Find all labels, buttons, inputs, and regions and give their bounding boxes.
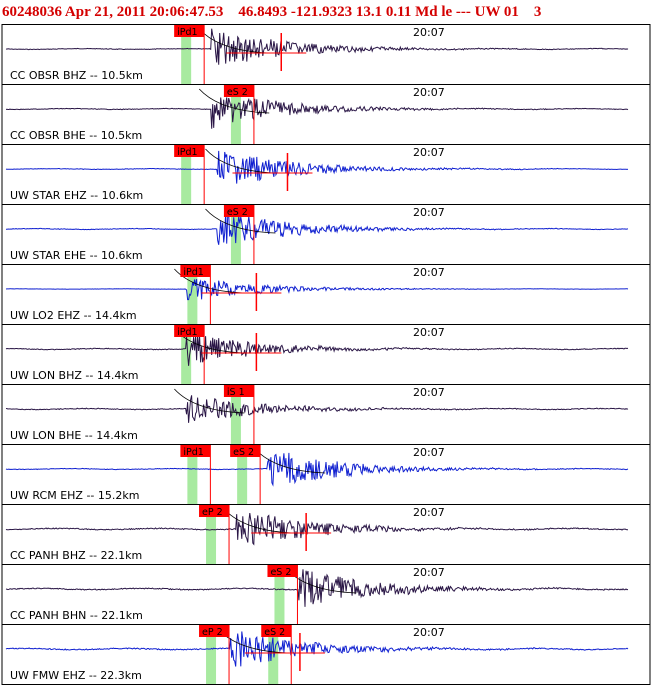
pick-window — [230, 85, 241, 144]
waveform-line — [5, 631, 629, 667]
coda-curve — [198, 88, 270, 114]
pick-window — [181, 25, 192, 84]
coda-curve — [174, 388, 245, 414]
pick-marker — [199, 505, 230, 517]
waveform-line — [5, 212, 629, 245]
time-tick-label: 20:07 — [413, 146, 445, 159]
time-tick-label: 20:07 — [413, 86, 445, 99]
coda-curve — [174, 268, 245, 294]
trace-label: CC OBSR BHE -- 10.5km — [10, 129, 142, 142]
trace-panel: eS 2 20:07 UW STAR EHE -- 10.6km — [1, 204, 651, 265]
pick-label: eS 2 — [270, 567, 291, 578]
pick-label: iPd1 — [177, 327, 197, 338]
pick-marker — [230, 445, 261, 457]
pick-label: iPd1 — [177, 147, 197, 158]
pick-marker — [174, 145, 205, 157]
pick-window — [230, 385, 241, 444]
waveform-line — [5, 395, 629, 423]
coda-curve — [205, 148, 276, 174]
trace-panel: iPd1 eS 2 20:07 UW RCM EHZ -- 15.2km — [1, 444, 651, 505]
trace-panel: iPd1 20:07 UW LON BHZ -- 14.4km — [1, 324, 651, 385]
pick-marker — [223, 385, 254, 397]
waveform-line — [5, 569, 629, 607]
pick-window — [206, 505, 217, 564]
time-tick-label: 20:07 — [413, 506, 445, 519]
time-tick-label: 20:07 — [413, 206, 445, 219]
trace-label: UW LON BHE -- 14.4km — [10, 429, 138, 442]
trace-label: UW LON BHZ -- 14.4km — [10, 369, 138, 382]
pick-marker — [223, 205, 254, 217]
time-tick-label: 20:07 — [413, 26, 445, 39]
pick-label: eP 2 — [202, 507, 223, 518]
pick-label: eS 2 — [227, 87, 248, 98]
waveform-line — [5, 97, 629, 129]
waveform-line — [5, 333, 629, 366]
time-tick-label: 20:07 — [413, 266, 445, 279]
pick-label: eS 2 — [264, 627, 285, 638]
pick-marker — [223, 85, 254, 97]
pick-label: iPd1 — [183, 447, 203, 458]
pick-label: eS 2 — [227, 207, 248, 218]
trace-label: UW FMW EHZ -- 22.3km — [10, 669, 142, 682]
pick-label: eP 2 — [202, 627, 223, 638]
trace-panel: eP 2 eS 2 20:07 UW FMW EHZ -- 22.3km — [1, 624, 651, 685]
trace-panel: iPd1 20:07 CC OBSR BHZ -- 10.5km — [1, 24, 651, 85]
pick-window — [187, 265, 198, 324]
trace-panel: eP 2 20:07 CC PANH BHZ -- 22.1km — [1, 504, 651, 565]
pick-marker — [267, 565, 298, 577]
trace-panel: eS 2 20:07 CC OBSR BHE -- 10.5km — [1, 84, 651, 145]
pick-window — [206, 625, 217, 684]
trace-panel: eS 2 20:07 CC PANH BHN -- 22.1km — [1, 564, 651, 625]
pick-marker — [174, 25, 205, 37]
pick-marker — [180, 445, 211, 457]
trace-label: UW LO2 EHZ -- 14.4km — [10, 309, 137, 322]
pick-label: iPd1 — [183, 267, 203, 278]
waveform-line — [5, 279, 629, 301]
trace-panel: iPd1 20:07 UW LO2 EHZ -- 14.4km — [1, 264, 651, 325]
trace-label: UW STAR EHZ -- 10.6km — [10, 189, 143, 202]
trace-label: UW RCM EHZ -- 15.2km — [10, 489, 139, 502]
trace-panel: iPd1 20:07 UW STAR EHZ -- 10.6km — [1, 144, 651, 205]
time-tick-label: 20:07 — [413, 326, 445, 339]
waveform-line — [5, 28, 629, 65]
pick-window — [181, 145, 192, 204]
waveform-line — [5, 452, 629, 487]
waveform-line — [5, 513, 628, 546]
pick-window — [181, 325, 192, 384]
trace-label: CC OBSR BHZ -- 10.5km — [10, 69, 143, 82]
pick-window — [268, 625, 279, 684]
pick-label: eS 2 — [233, 447, 254, 458]
time-tick-label: 20:07 — [413, 566, 445, 579]
trace-label: CC PANH BHZ -- 22.1km — [10, 549, 142, 562]
time-tick-label: 20:07 — [413, 446, 445, 459]
trace-label: CC PANH BHN -- 22.1km — [10, 609, 143, 622]
time-tick-label: 20:07 — [413, 626, 445, 639]
coda-curve — [205, 208, 276, 234]
pick-marker — [199, 625, 230, 637]
pick-label: iPd1 — [177, 27, 197, 38]
waveform-line — [5, 150, 629, 184]
time-tick-label: 20:07 — [413, 386, 445, 399]
seismogram-panels: iPd1 20:07 CC OBSR BHZ -- 10.5km eS 2 20:07 C… — [1, 24, 651, 685]
panel-frame — [1, 624, 651, 685]
trace-label: UW STAR EHE -- 10.6km — [10, 249, 143, 262]
event-header: 60248036 Apr 21, 2011 20:06:47.53 46.849… — [2, 4, 542, 20]
pick-marker — [261, 625, 292, 637]
pick-window — [187, 445, 198, 504]
pick-marker — [180, 265, 211, 277]
pick-marker — [174, 325, 205, 337]
pick-window — [274, 565, 285, 624]
pick-label: iS 1 — [227, 387, 245, 398]
pick-window — [237, 445, 248, 504]
trace-panel: iS 1 20:07 UW LON BHE -- 14.4km — [1, 384, 651, 445]
